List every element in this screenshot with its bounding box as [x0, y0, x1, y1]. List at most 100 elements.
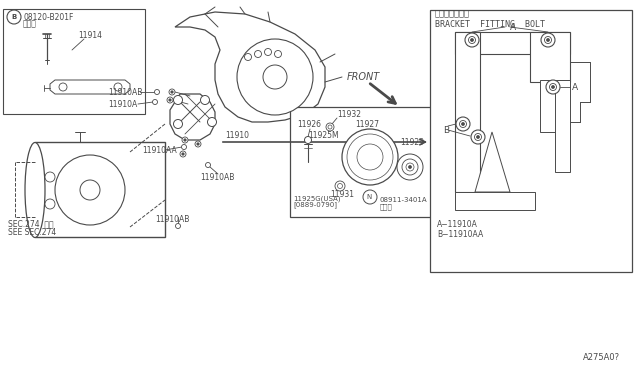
Text: 11927: 11927: [355, 119, 379, 128]
Text: 11914: 11914: [78, 31, 102, 39]
Text: 11932: 11932: [337, 109, 361, 119]
Text: BRACKET  FITTING  BOLT: BRACKET FITTING BOLT: [435, 19, 545, 29]
Circle shape: [328, 125, 332, 129]
Text: A: A: [572, 83, 578, 92]
Polygon shape: [175, 12, 325, 122]
Bar: [35, 142, 165, 237]
Text: 11926: 11926: [297, 119, 321, 128]
Circle shape: [545, 36, 552, 44]
Circle shape: [352, 139, 388, 175]
Text: A−11910A: A−11910A: [437, 219, 478, 228]
Circle shape: [470, 38, 474, 42]
Text: FRONT: FRONT: [347, 72, 380, 82]
Bar: [455, 32, 570, 54]
Circle shape: [80, 180, 100, 200]
Bar: [290, 107, 445, 217]
Bar: [430, 10, 632, 272]
Circle shape: [154, 90, 159, 94]
Text: 11910A: 11910A: [108, 99, 137, 109]
Circle shape: [367, 154, 373, 160]
Polygon shape: [50, 80, 130, 94]
Text: 11910AB: 11910AB: [108, 87, 142, 96]
Circle shape: [169, 89, 175, 95]
Text: 11910AB: 11910AB: [200, 173, 234, 182]
Circle shape: [264, 48, 271, 55]
Circle shape: [550, 83, 557, 90]
Circle shape: [182, 144, 186, 150]
Circle shape: [173, 119, 182, 128]
Bar: [3, 9, 145, 114]
Circle shape: [255, 51, 262, 58]
Text: 11910AB: 11910AB: [155, 215, 189, 224]
Ellipse shape: [25, 142, 45, 237]
Text: ボルト取付要領: ボルト取付要領: [435, 10, 470, 19]
Bar: [555, 80, 570, 172]
Circle shape: [305, 137, 312, 144]
Circle shape: [456, 117, 470, 131]
Circle shape: [406, 163, 414, 171]
Circle shape: [335, 181, 345, 191]
Text: 11910: 11910: [225, 131, 249, 140]
Circle shape: [471, 130, 485, 144]
Text: 11910AA: 11910AA: [142, 145, 177, 154]
Circle shape: [547, 38, 550, 42]
Text: SEC.274  吐図: SEC.274 吐図: [8, 219, 54, 228]
Circle shape: [244, 54, 252, 61]
Text: B: B: [12, 14, 17, 20]
Circle shape: [197, 143, 199, 145]
Bar: [540, 80, 568, 132]
Circle shape: [465, 33, 479, 47]
Circle shape: [45, 199, 55, 209]
Circle shape: [363, 190, 377, 204]
Circle shape: [546, 80, 560, 94]
Circle shape: [59, 83, 67, 91]
Text: 08120-B201F: 08120-B201F: [23, 13, 74, 22]
Circle shape: [169, 99, 172, 101]
Text: 11931: 11931: [330, 189, 354, 199]
Circle shape: [55, 155, 125, 225]
Circle shape: [397, 154, 423, 180]
Circle shape: [167, 97, 173, 103]
Circle shape: [173, 96, 182, 105]
Circle shape: [171, 91, 173, 93]
Circle shape: [461, 122, 465, 125]
Circle shape: [182, 137, 188, 143]
Circle shape: [152, 99, 157, 105]
Text: （１）: （１）: [23, 19, 37, 29]
Circle shape: [402, 159, 418, 175]
Circle shape: [362, 149, 378, 165]
Text: B−11910AA: B−11910AA: [437, 230, 483, 238]
Polygon shape: [475, 132, 510, 192]
Circle shape: [184, 139, 186, 141]
Circle shape: [477, 135, 479, 138]
Bar: [455, 192, 535, 210]
Circle shape: [237, 39, 313, 115]
Circle shape: [326, 123, 334, 131]
Circle shape: [468, 36, 476, 44]
Circle shape: [200, 96, 209, 105]
Circle shape: [342, 129, 398, 185]
Circle shape: [408, 166, 412, 169]
Circle shape: [347, 134, 393, 180]
Circle shape: [263, 65, 287, 89]
Circle shape: [175, 224, 180, 228]
Circle shape: [275, 51, 282, 58]
Circle shape: [182, 153, 184, 155]
Text: A275A0?: A275A0?: [583, 353, 620, 362]
Text: 08911-3401A: 08911-3401A: [380, 197, 428, 203]
Bar: [530, 32, 570, 82]
Polygon shape: [170, 94, 215, 140]
Circle shape: [337, 183, 342, 189]
Circle shape: [460, 121, 467, 128]
Bar: [455, 32, 480, 192]
Circle shape: [195, 141, 201, 147]
Circle shape: [45, 172, 55, 182]
Circle shape: [541, 33, 555, 47]
Text: N: N: [366, 194, 372, 200]
Text: （１）: （１）: [380, 204, 393, 210]
Circle shape: [7, 10, 21, 24]
Circle shape: [207, 118, 216, 126]
Text: A: A: [510, 22, 516, 32]
Circle shape: [357, 144, 383, 170]
Text: 11925G(USA): 11925G(USA): [293, 196, 340, 202]
